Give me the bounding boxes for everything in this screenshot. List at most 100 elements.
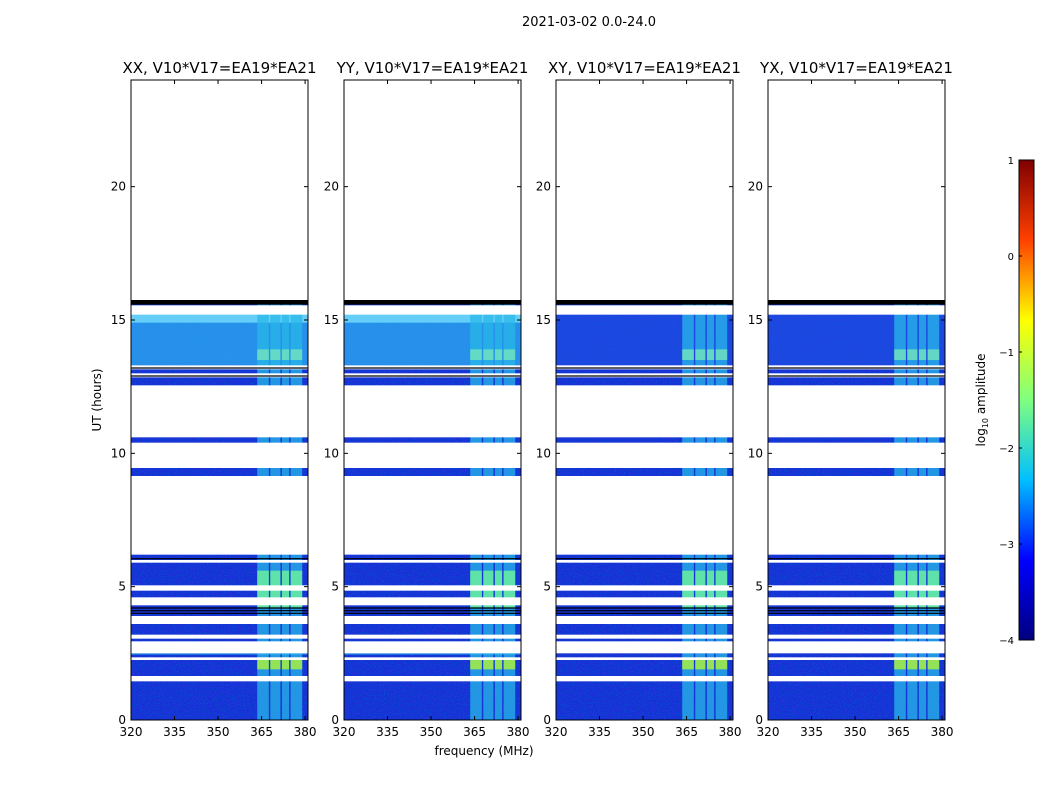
rfi-burst [470, 657, 482, 670]
flag-gap [768, 657, 945, 660]
rfi-burst [695, 657, 706, 670]
flag-gap [556, 641, 733, 654]
flag-gap [768, 373, 945, 378]
panel-yx: YX, V10*V17=EA19*EA21 320 335 350 365 380 0 5 10… [748, 59, 954, 739]
flag-gap [768, 634, 945, 639]
y-tick-label: 15 [536, 313, 551, 327]
panel-title: YY, V10*V17=EA19*EA21 [336, 59, 529, 77]
flag-gap [556, 442, 733, 468]
panel-frame [767, 79, 946, 721]
x-tick-label: 320 [545, 725, 568, 739]
x-tick-label: 365 [675, 725, 698, 739]
panel-body [344, 300, 521, 720]
y-tick-label: 10 [748, 446, 763, 460]
rfi-burst [894, 349, 906, 360]
rfi-burst [494, 349, 503, 360]
rfi-burst [281, 349, 290, 360]
bright-zone [556, 306, 733, 366]
rfi-burst [918, 657, 927, 670]
flag-gap [131, 616, 308, 624]
data-edge [344, 300, 521, 304]
y-tick-label: 20 [748, 180, 763, 194]
rfi-burst [918, 349, 927, 360]
rfi-burst [257, 657, 269, 670]
data-edge [768, 300, 945, 304]
panel-title: XX, V10*V17=EA19*EA21 [122, 59, 316, 77]
flag-gap [344, 373, 521, 378]
rfi-burst [894, 657, 906, 670]
flag-gap [344, 305, 521, 315]
y-tick-label: 15 [748, 313, 763, 327]
y-tick-label: 20 [324, 180, 339, 194]
flag-gap [344, 365, 521, 370]
x-tick-label: 380 [931, 725, 954, 739]
flag-gap [131, 641, 308, 654]
colorbar-tick-label: −1 [999, 348, 1014, 359]
colorbar-tick-label: 1 [1008, 156, 1014, 167]
flag-gap [556, 373, 733, 378]
rfi-burst [503, 349, 516, 360]
flag-gap [131, 597, 308, 606]
x-tick-label: 380 [719, 725, 742, 739]
panel-title: YX, V10*V17=EA19*EA21 [759, 59, 953, 77]
y-tick-label: 15 [111, 313, 126, 327]
rfi-burst [706, 349, 715, 360]
panel-xx: XX, V10*V17=EA19*EA21 320 335 350 365 380 0 5 10… [111, 59, 317, 739]
y-axis-label: UT (hours) [90, 368, 104, 431]
flag-gap [556, 476, 733, 555]
y-tick-label: 0 [331, 713, 339, 727]
figure-suptitle: 2021-03-02 0.0-24.0 [522, 15, 656, 30]
flag-gap [556, 585, 733, 591]
rfi-burst [494, 657, 503, 670]
rfi-burst [682, 657, 694, 670]
y-tick-label: 5 [331, 580, 339, 594]
panel-yy: YY, V10*V17=EA19*EA21 320 335 350 365 380 0 5 10… [324, 59, 530, 739]
x-tick-label: 350 [844, 725, 867, 739]
x-tick-label: 380 [507, 725, 530, 739]
flag-gap [131, 676, 308, 682]
x-tick-label: 365 [463, 725, 486, 739]
rfi-burst [470, 349, 482, 360]
flag-gap [768, 560, 945, 563]
flag-gap [344, 657, 521, 660]
flag-gap [556, 634, 733, 639]
panel-body [768, 300, 945, 720]
flag-gap [556, 365, 733, 370]
rfi-burst [907, 349, 918, 360]
flag-gap [131, 385, 308, 438]
rfi-burst [927, 349, 940, 360]
flag-gap [768, 676, 945, 682]
panel-frame [130, 79, 309, 721]
x-tick-label: 365 [250, 725, 273, 739]
x-tick-label: 350 [632, 725, 655, 739]
flag-gap [344, 597, 521, 606]
flag-gap [768, 365, 945, 370]
colorbar: 1 0 −1 −2 −3 −4 log10 amplitude [974, 156, 1035, 647]
rfi-burst [706, 657, 715, 670]
flag-gap [556, 616, 733, 624]
x-tick-label: 335 [588, 725, 611, 739]
flag-gap [131, 442, 308, 468]
flag-gap [131, 476, 308, 555]
y-tick-label: 5 [118, 580, 126, 594]
flag-gap [344, 476, 521, 555]
flag-gap [131, 373, 308, 378]
flag-gap [344, 641, 521, 654]
rfi-burst [290, 349, 303, 360]
x-tick-label: 335 [163, 725, 186, 739]
y-tick-label: 15 [324, 313, 339, 327]
y-tick-label: 5 [755, 580, 763, 594]
y-tick-label: 10 [536, 446, 551, 460]
x-tick-label: 335 [376, 725, 399, 739]
y-tick-label: 10 [324, 446, 339, 460]
flag-gap [556, 676, 733, 682]
colorbar-bar [1018, 159, 1035, 641]
colorbar-label: log10 amplitude [974, 354, 990, 447]
rfi-burst [270, 349, 281, 360]
bright-zone [768, 306, 945, 366]
colorbar-tick-label: −2 [999, 444, 1014, 455]
colorbar-tick-label: 0 [1008, 252, 1014, 263]
flag-gap [131, 305, 308, 315]
flag-gap [344, 442, 521, 468]
y-tick-label: 0 [118, 713, 126, 727]
